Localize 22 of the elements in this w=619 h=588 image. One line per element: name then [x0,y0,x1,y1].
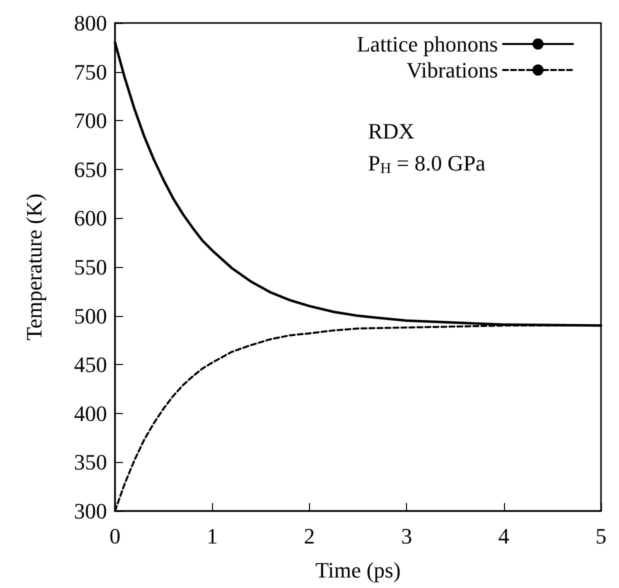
x-tick-label: 4 [498,524,510,548]
y-tick-label: 650 [74,156,107,182]
x-tick-label: 1 [206,524,218,548]
y-axis-title: Temperature (K) [22,194,46,340]
y-tick-label: 450 [74,352,107,378]
y-tick-label: 400 [74,400,107,426]
y-tick-label: 550 [74,254,107,280]
y-tick-label: 700 [74,108,107,134]
y-tick-label: 350 [74,450,107,475]
y-tick-label: 600 [74,206,107,231]
y-tick-label: 300 [74,498,107,524]
x-tick-label: 0 [110,524,120,548]
legend-label: Vibrations [406,58,498,82]
legend-label: Lattice phonons [356,32,498,56]
y-tick-label: 800 [74,10,107,36]
y-tick-label: 750 [74,59,107,84]
annotation: RDX [368,118,415,144]
x-tick-label: 3 [401,524,412,548]
x-axis-title: Time (ps) [315,558,401,582]
x-tick-label: 2 [304,524,315,548]
x-tick-label: 5 [596,524,606,548]
y-tick-label: 500 [74,303,107,328]
